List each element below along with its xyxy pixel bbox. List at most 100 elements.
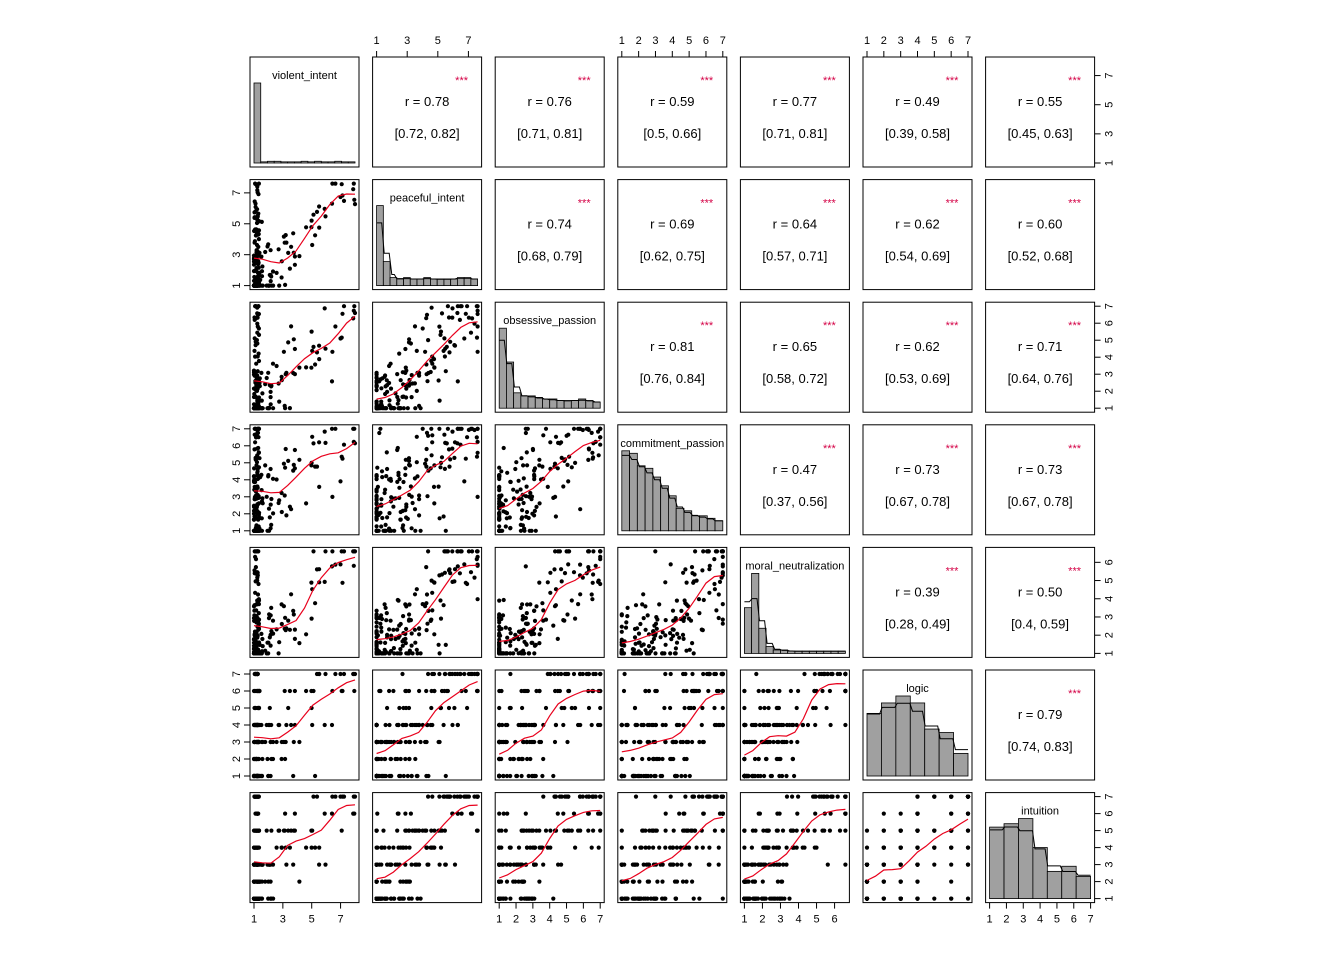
scatter-point <box>552 461 558 466</box>
scatter-point <box>598 828 603 833</box>
scatter-point <box>380 475 385 480</box>
scatter-point <box>395 828 400 833</box>
scatter-point <box>497 528 502 533</box>
scatter-point <box>405 516 410 522</box>
scatter-point <box>541 608 546 613</box>
scatter-point <box>409 494 414 499</box>
scatter-point <box>251 722 257 728</box>
scatter-point <box>543 705 549 711</box>
scatter-point <box>756 688 761 694</box>
scatter-point <box>409 896 414 901</box>
scatter-point <box>417 828 422 833</box>
tick-label: 5 <box>1104 577 1116 583</box>
scatter-point <box>266 473 271 478</box>
scatter-point <box>646 739 652 745</box>
scatter-point <box>378 426 383 431</box>
scatter-point <box>508 479 513 484</box>
scatter-point <box>540 464 545 469</box>
scatter-point <box>915 794 920 799</box>
scatter-point <box>689 828 695 833</box>
scatter-point <box>520 722 526 728</box>
scatter-point <box>383 487 388 492</box>
scatter-point <box>706 671 711 677</box>
scatter-point <box>374 515 379 520</box>
scatter-point <box>414 388 419 393</box>
scatter-point <box>251 643 257 648</box>
histogram-bar <box>881 702 897 777</box>
scatter-point <box>403 879 408 884</box>
scatter-point <box>317 845 322 850</box>
scatter-point <box>313 773 318 779</box>
scatter-point <box>716 688 721 694</box>
confidence-interval: [0.4, 0.59] <box>1011 616 1069 631</box>
scatter-point <box>619 613 624 618</box>
scatter-point <box>455 549 460 554</box>
scatter-point <box>717 579 723 585</box>
loess-smoother <box>253 315 356 385</box>
panel-2-2 <box>372 179 483 291</box>
scatter-point <box>881 879 886 884</box>
histogram-bar <box>396 278 404 286</box>
scatter-point <box>683 794 688 799</box>
scatter-point <box>529 896 535 901</box>
scatter-point <box>497 517 502 522</box>
scatter-point <box>598 705 603 711</box>
confidence-interval: [0.54, 0.69] <box>885 249 950 264</box>
scatter-point <box>674 845 680 850</box>
scatter-point <box>596 845 601 850</box>
scatter-point <box>450 446 455 451</box>
scatter-point <box>965 794 971 799</box>
scatter-point <box>564 433 569 438</box>
scatter-point <box>274 739 279 745</box>
scatter-point <box>410 381 415 386</box>
scatter-point <box>279 275 284 280</box>
scatter-point <box>663 618 668 623</box>
scatter-point <box>537 501 542 506</box>
scatter-point <box>532 643 538 648</box>
tick-label: 1 <box>251 914 257 926</box>
scatter-point <box>260 264 265 269</box>
scatter-point <box>569 465 574 470</box>
scatter-point <box>674 773 680 779</box>
scatter-point <box>251 845 257 850</box>
scatter-point <box>527 828 532 833</box>
histogram-bar <box>585 400 594 409</box>
loess-smoother <box>621 693 723 753</box>
scatter-point <box>351 187 356 192</box>
scatter-point <box>340 580 345 585</box>
scatter-point <box>683 773 688 779</box>
scatter-point <box>591 572 596 577</box>
scatter-point <box>795 811 800 816</box>
confidence-interval: [0.58, 0.72] <box>762 371 827 386</box>
scatter-point <box>775 828 780 833</box>
scatter-point <box>352 310 358 316</box>
scatter-point <box>712 581 717 587</box>
scatter-point <box>790 756 796 762</box>
significance-stars: *** <box>700 75 714 87</box>
histogram-bar <box>327 161 336 164</box>
scatter-point <box>436 484 441 489</box>
scatter-point <box>387 627 392 632</box>
scatter-point <box>742 828 747 833</box>
scatter-point <box>253 440 258 445</box>
scatter-point <box>915 811 920 816</box>
scatter-point <box>268 395 273 400</box>
scatter-point <box>251 508 257 513</box>
scatter-point <box>418 739 423 745</box>
scatter-point <box>393 391 398 396</box>
scatter-point <box>541 756 546 762</box>
scatter-point <box>415 896 420 901</box>
scatter-point <box>864 845 870 850</box>
scatter-point <box>256 722 261 728</box>
scatter-point <box>254 671 259 677</box>
scatter-point <box>379 845 384 850</box>
scatter-point <box>720 688 725 694</box>
scatter-point <box>565 828 570 833</box>
scatter-point <box>297 365 302 370</box>
scatter-point <box>749 722 755 728</box>
scatter-point <box>501 445 506 451</box>
scatter-point <box>274 270 279 275</box>
scatter-point <box>632 845 638 850</box>
scatter-point <box>802 671 807 677</box>
scatter-point <box>279 739 284 745</box>
